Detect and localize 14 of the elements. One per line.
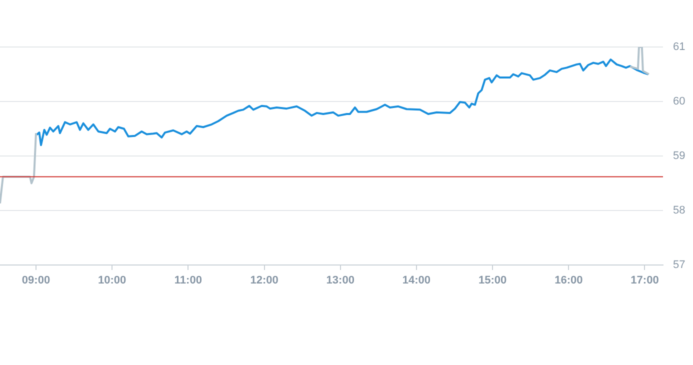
x-tick-label: 14:00 <box>402 274 431 287</box>
x-tick-label: 17:00 <box>630 274 659 287</box>
x-tick-label: 11:00 <box>174 274 202 287</box>
y-tick-label: 60 <box>673 96 686 108</box>
x-tick-label: 16:00 <box>554 274 583 287</box>
x-tick-label: 12:00 <box>250 274 278 287</box>
y-tick-label: 59 <box>673 150 686 162</box>
x-tick-label: 15:00 <box>478 274 507 287</box>
x-tick-label: 10:00 <box>98 274 126 287</box>
x-tick-label: 09:00 <box>22 274 50 287</box>
x-tick-label: 13:00 <box>326 274 354 287</box>
y-tick-label: 57 <box>673 259 686 272</box>
y-tick-label: 58 <box>673 204 686 217</box>
y-tick-label: 61 <box>673 41 686 54</box>
